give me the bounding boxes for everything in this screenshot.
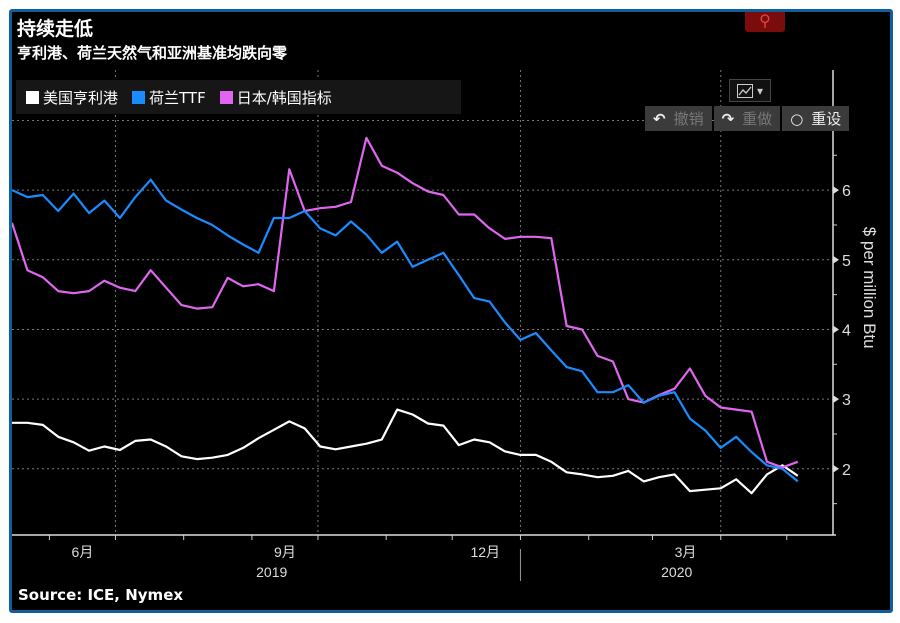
x-tick-label: 9月 <box>274 544 296 560</box>
x-tick-label: 3月 <box>675 544 697 560</box>
series-line-2 <box>12 136 799 469</box>
legend-item-henry-hub[interactable]: 美国亨利港 <box>26 87 118 108</box>
y-tick-marker <box>833 395 839 404</box>
legend-label: 日本/韩国指标 <box>236 88 332 107</box>
y-tick-label: 2 <box>842 462 851 479</box>
y-tick-label: 5 <box>842 253 851 270</box>
x-tick-label: 6月 <box>72 544 94 560</box>
y-tick-marker <box>833 325 839 334</box>
legend-label: 美国亨利港 <box>43 88 119 107</box>
chart-toolbar: ↶ 撤销 ↷ 重做 ○ 重设 <box>645 106 850 131</box>
y-tick-marker <box>833 186 839 195</box>
series-line-0 <box>12 408 799 495</box>
chart-type-dropdown[interactable]: ▾ <box>729 79 771 102</box>
series-line-1 <box>12 178 799 483</box>
legend-item-dutch-ttf[interactable]: 荷兰TTF <box>132 87 206 108</box>
y-tick-label: 6 <box>842 183 851 200</box>
legend-label: 荷兰TTF <box>149 88 206 107</box>
legend-item-jkm[interactable]: 日本/韩国指标 <box>219 87 332 108</box>
undo-icon: ↶ <box>653 109 666 128</box>
legend-swatch-white <box>26 90 39 104</box>
year-label: 2020 <box>661 564 692 580</box>
y-tick-label: 4 <box>842 322 851 339</box>
legend-swatch-blue <box>132 90 146 104</box>
y-tick-marker <box>833 255 839 264</box>
chart-subtitle: 亨利港、荷兰天然气和亚洲基准均跌向零 <box>17 44 288 62</box>
legend: 美国亨利港 荷兰TTF 日本/韩国指标 <box>16 80 461 114</box>
redo-button[interactable]: ↷ 重做 <box>713 106 781 131</box>
chart-frame: 2 3 4 5 6 $ per million Btu 6月 9月 12月 3月 2019 2020 … <box>9 9 893 613</box>
undo-button[interactable]: ↶ 撤销 <box>645 106 712 131</box>
reset-button[interactable]: ○ 重设 <box>782 106 850 131</box>
x-tick-label: 12月 <box>470 544 500 560</box>
source-note: Source: ICE, Nymex <box>18 586 184 604</box>
grid <box>12 70 833 535</box>
line-chart: 2 3 4 5 6 $ per million Btu 6月 9月 12月 3月 2019 2020 <box>12 70 879 581</box>
search-button[interactable]: ⚲ <box>745 11 785 32</box>
reset-icon: ○ <box>790 109 804 128</box>
chart-title: 持续走低 <box>17 18 94 40</box>
legend-swatch-pink <box>219 90 233 104</box>
redo-icon: ↷ <box>721 109 735 128</box>
chevron-down-icon: ▾ <box>756 83 764 98</box>
y-tick-marker <box>833 464 839 473</box>
year-label: 2019 <box>256 564 287 580</box>
axes: 2 3 4 5 6 $ per million Btu 6月 9月 12月 3月 2019 2020 <box>12 70 879 581</box>
y-tick-label: 3 <box>842 392 851 409</box>
line-chart-icon <box>736 83 753 98</box>
series-lines <box>12 136 799 495</box>
magnifier-icon: ⚲ <box>759 11 771 30</box>
y-axis-label: $ per million Btu <box>860 227 879 349</box>
